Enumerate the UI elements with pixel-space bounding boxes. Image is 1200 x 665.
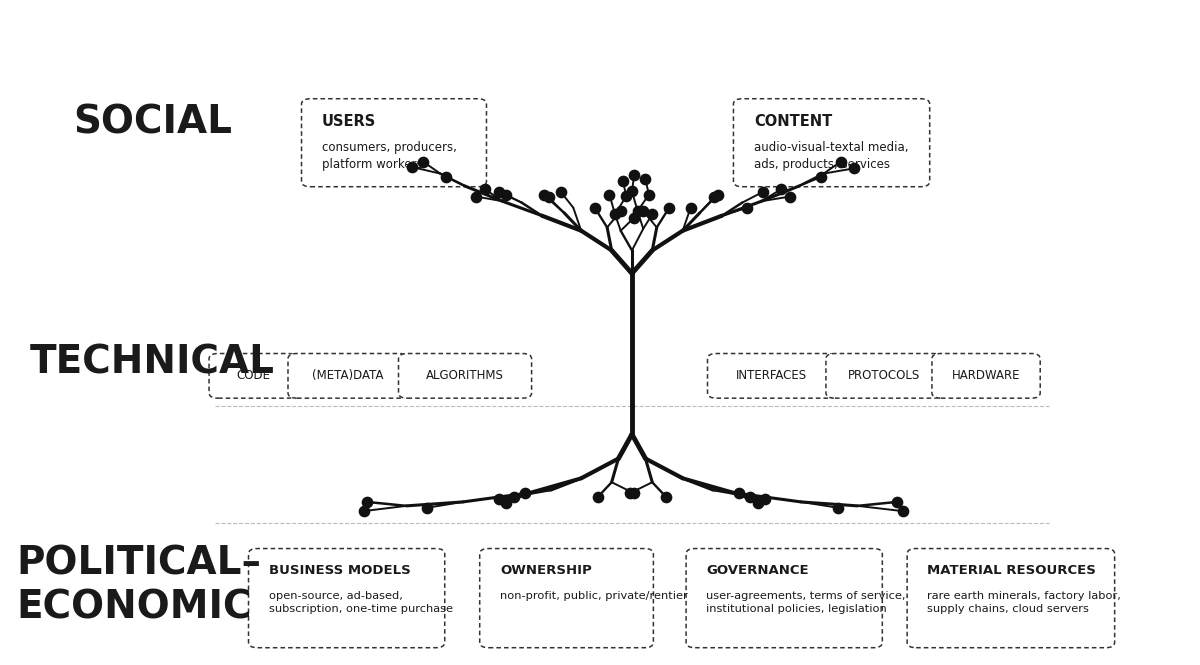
Point [623,186,642,197]
Point [749,498,768,509]
Point [588,491,607,502]
Point [830,156,850,167]
Text: USERS: USERS [322,114,376,130]
Point [829,503,848,513]
Point [772,184,791,195]
Point [504,491,523,502]
Point [418,503,437,513]
Point [490,494,509,505]
Point [730,488,749,499]
Text: HARDWARE: HARDWARE [952,369,1020,382]
Text: OWNERSHIP: OWNERSHIP [500,565,592,577]
Text: BUSINESS MODELS: BUSINESS MODELS [269,565,410,577]
Point [634,205,653,216]
FancyBboxPatch shape [301,98,486,187]
Point [643,209,662,219]
Text: SOCIAL: SOCIAL [73,103,232,142]
Point [625,170,644,180]
Text: audio-visual-textal media,
ads, products, services: audio-visual-textal media, ads, products… [754,141,908,171]
Point [613,176,632,187]
Point [625,488,644,499]
Point [534,190,553,200]
FancyBboxPatch shape [826,354,942,398]
Point [358,497,377,507]
Point [617,191,636,201]
Text: consumers, producers,
platform workers: consumers, producers, platform workers [322,141,457,171]
Text: MATERIAL RESOURCES: MATERIAL RESOURCES [928,565,1097,577]
FancyBboxPatch shape [248,549,445,648]
FancyBboxPatch shape [209,354,298,398]
Point [636,174,655,185]
Point [704,192,724,203]
Point [845,163,864,174]
Point [611,205,630,216]
Point [887,497,906,507]
Point [414,156,433,167]
Text: CONTENT: CONTENT [754,114,832,130]
Text: TECHNICAL: TECHNICAL [30,343,275,381]
Point [496,498,515,509]
FancyBboxPatch shape [932,354,1040,398]
FancyBboxPatch shape [907,549,1115,648]
FancyBboxPatch shape [733,98,930,187]
Point [475,184,494,195]
Text: CODE: CODE [236,369,270,382]
Text: ALGORITHMS: ALGORITHMS [426,369,504,382]
Point [625,212,644,223]
Point [756,494,775,505]
FancyBboxPatch shape [708,354,836,398]
Point [467,192,486,202]
FancyBboxPatch shape [288,354,408,398]
Point [620,488,640,499]
Point [680,202,700,213]
Point [656,491,676,502]
Point [606,209,625,219]
Text: POLITICAL–
ECONOMIC: POLITICAL– ECONOMIC [17,545,262,626]
Point [496,190,515,200]
Point [628,205,647,216]
Point [437,172,456,182]
FancyBboxPatch shape [686,549,882,648]
Point [600,190,619,200]
Point [708,190,727,200]
Text: INTERFACES: INTERFACES [737,369,808,382]
Point [754,187,773,198]
Point [586,202,605,213]
Point [812,172,832,182]
Text: GOVERNANCE: GOVERNANCE [707,565,809,577]
Point [551,187,570,198]
Point [490,187,509,198]
Point [640,190,659,200]
Text: PROTOCOLS: PROTOCOLS [848,369,920,382]
Point [402,162,421,172]
Point [660,202,679,213]
Point [737,202,756,213]
Text: rare earth minerals, factory labor,
supply chains, cloud servers: rare earth minerals, factory labor, supp… [928,591,1121,614]
FancyBboxPatch shape [480,549,653,648]
Point [780,192,799,202]
Text: open-source, ad-based,
subscription, one-time purchase: open-source, ad-based, subscription, one… [269,591,452,614]
FancyBboxPatch shape [398,354,532,398]
Point [515,488,534,499]
Point [893,506,912,517]
Point [740,491,760,502]
Point [539,192,558,203]
Point [354,506,373,517]
Text: user-agreements, terms of service,
institutional policies, legislation: user-agreements, terms of service, insti… [707,591,906,614]
Text: non-profit, public, private/rentier: non-profit, public, private/rentier [500,591,688,600]
Text: (META)DATA: (META)DATA [312,369,384,382]
